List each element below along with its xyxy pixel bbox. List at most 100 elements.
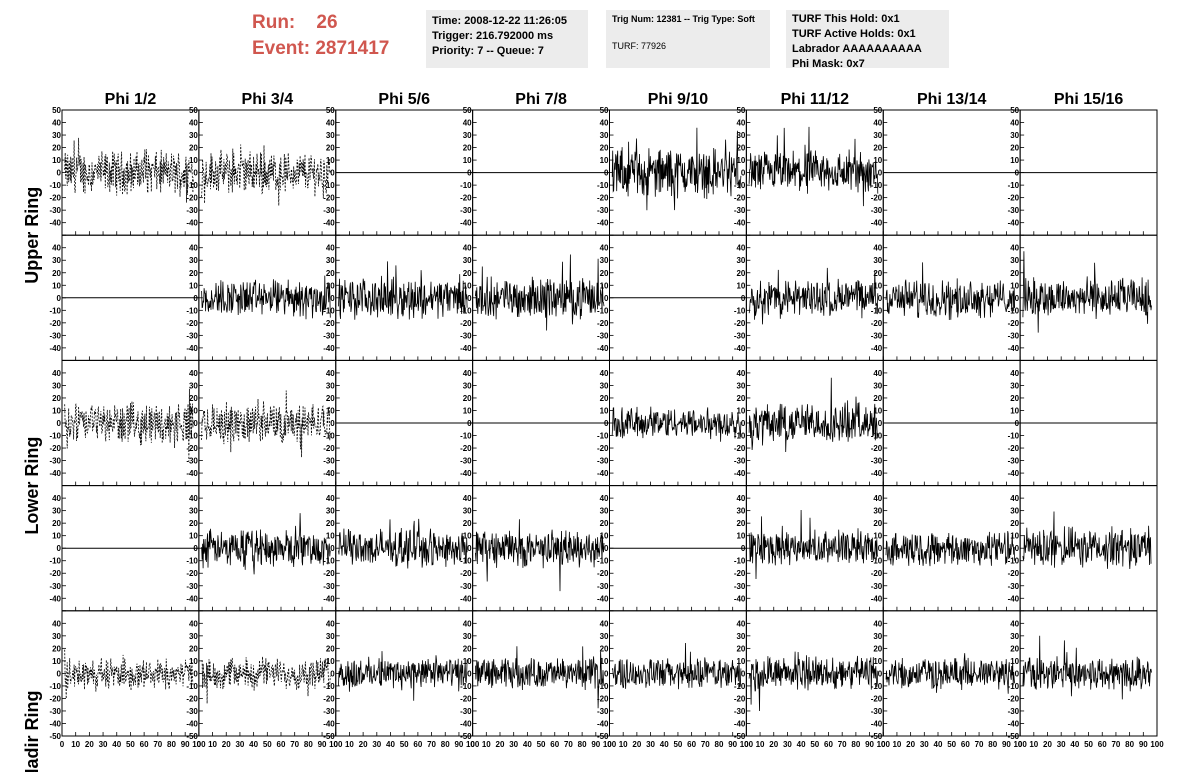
y-tick-label: 20: [873, 394, 882, 403]
y-tick-label: -30: [1008, 707, 1020, 716]
column-title: Phi 13/14: [917, 91, 986, 108]
y-tick-label: -10: [871, 181, 883, 190]
x-tick-label: 100: [466, 740, 480, 749]
y-tick-label: -50: [597, 732, 609, 741]
y-tick-label: 10: [463, 406, 472, 415]
x-tick-label: 90: [591, 740, 600, 749]
y-tick-label: 20: [326, 144, 335, 153]
y-tick-label: 10: [873, 406, 882, 415]
y-tick-label: 0: [604, 419, 609, 428]
y-tick-label: -10: [734, 682, 746, 691]
y-tick-label: -50: [460, 732, 472, 741]
y-tick-label: -20: [186, 444, 198, 453]
y-tick-label: -30: [597, 206, 609, 215]
y-tick-label: -20: [1008, 444, 1020, 453]
x-tick-label: 40: [660, 740, 669, 749]
y-tick-label: -50: [186, 732, 198, 741]
y-tick-label: -30: [734, 206, 746, 215]
waveform-trace: [885, 531, 1015, 567]
y-tick-label: 20: [600, 394, 609, 403]
x-tick-label: 50: [263, 740, 272, 749]
y-tick-label: 40: [189, 244, 198, 253]
y-tick-label: 50: [189, 106, 198, 115]
y-tick-label: 30: [463, 507, 472, 516]
x-tick-label: 100: [603, 740, 617, 749]
y-tick-label: -20: [186, 194, 198, 203]
waveform-trace: [748, 267, 879, 325]
column-title: Phi 3/4: [242, 91, 294, 108]
y-tick-label: 40: [189, 494, 198, 503]
y-tick-label: -40: [1008, 344, 1020, 353]
y-tick-label: 10: [873, 156, 882, 165]
y-tick-label: -30: [186, 707, 198, 716]
y-tick-label: -20: [597, 694, 609, 703]
y-tick-label: -40: [49, 219, 61, 228]
y-tick-label: 10: [463, 532, 472, 541]
y-tick-label: 40: [52, 494, 61, 503]
x-tick-label: 80: [304, 740, 313, 749]
y-tick-label: 30: [736, 256, 745, 265]
y-tick-label: 10: [189, 156, 198, 165]
y-tick-label: -10: [597, 557, 609, 566]
y-tick-label: -40: [186, 469, 198, 478]
y-tick-label: 0: [1015, 419, 1020, 428]
y-tick-label: 20: [326, 269, 335, 278]
y-tick-label: 10: [326, 281, 335, 290]
y-tick-label: 20: [326, 644, 335, 653]
x-tick-label: 40: [112, 740, 121, 749]
y-tick-label: -10: [186, 432, 198, 441]
y-tick-label: 30: [52, 256, 61, 265]
y-tick-label: -30: [49, 457, 61, 466]
y-tick-label: -30: [49, 582, 61, 591]
y-tick-label: 30: [463, 381, 472, 390]
y-tick-label: 30: [1010, 632, 1019, 641]
x-tick-label: 20: [1043, 740, 1052, 749]
x-tick-label: 0: [470, 740, 475, 749]
y-tick-label: -40: [49, 344, 61, 353]
x-tick-label: 90: [865, 740, 874, 749]
y-tick-label: -30: [460, 206, 472, 215]
x-tick-label: 80: [578, 740, 587, 749]
x-tick-label: 0: [881, 740, 886, 749]
y-tick-label: -20: [734, 194, 746, 203]
waveform-trace: [748, 377, 879, 453]
y-tick-label: -20: [49, 194, 61, 203]
y-tick-label: 10: [52, 406, 61, 415]
y-tick-label: 0: [878, 544, 883, 553]
x-tick-label: 90: [1139, 740, 1148, 749]
x-tick-label: 70: [153, 740, 162, 749]
y-tick-label: -20: [597, 444, 609, 453]
y-tick-label: 0: [330, 419, 335, 428]
y-tick-label: 40: [189, 619, 198, 628]
y-tick-label: 0: [57, 544, 62, 553]
y-tick-label: -30: [871, 707, 883, 716]
y-tick-label: -40: [323, 219, 335, 228]
y-tick-label: -30: [871, 457, 883, 466]
x-tick-label: 10: [619, 740, 628, 749]
y-tick-label: -20: [323, 319, 335, 328]
waveform-trace: [611, 642, 742, 690]
y-tick-label: 50: [463, 106, 472, 115]
y-tick-label: -30: [734, 582, 746, 591]
y-tick-label: -30: [1008, 206, 1020, 215]
y-tick-label: 0: [57, 294, 62, 303]
x-tick-label: 80: [715, 740, 724, 749]
x-tick-label: 30: [509, 740, 518, 749]
y-tick-label: -20: [597, 319, 609, 328]
y-tick-label: 20: [52, 394, 61, 403]
x-tick-label: 80: [988, 740, 997, 749]
y-tick-label: 20: [600, 144, 609, 153]
y-tick-label: 20: [1010, 519, 1019, 528]
y-tick-label: 30: [600, 507, 609, 516]
turf-this-hold-text: TURF This Hold: 0x1: [792, 13, 900, 25]
x-tick-label: 40: [523, 740, 532, 749]
y-tick-label: 20: [600, 644, 609, 653]
y-tick-label: -10: [186, 557, 198, 566]
waveform-trace: [64, 388, 194, 462]
x-tick-label: 70: [427, 740, 436, 749]
y-tick-label: -40: [323, 594, 335, 603]
x-tick-label: 50: [810, 740, 819, 749]
y-tick-label: 30: [600, 131, 609, 140]
y-tick-label: 50: [736, 106, 745, 115]
y-tick-label: -10: [597, 432, 609, 441]
